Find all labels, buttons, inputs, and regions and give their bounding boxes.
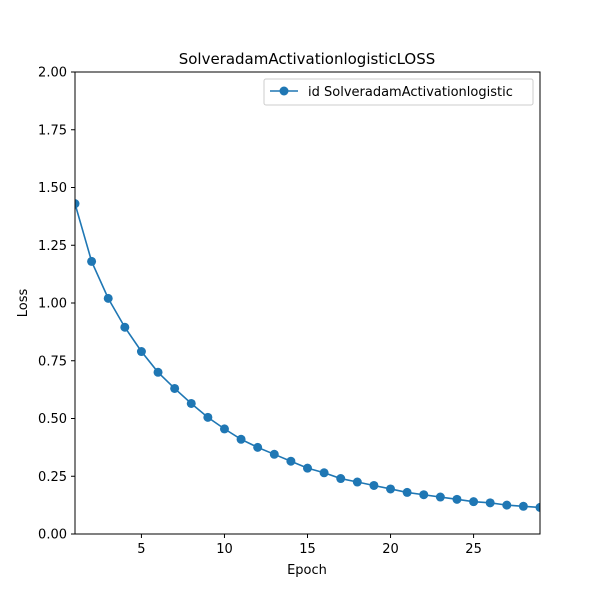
data-point bbox=[269, 449, 279, 459]
data-point bbox=[369, 480, 379, 490]
y-tick-label: 0.75 bbox=[38, 354, 67, 369]
x-tick-label: 25 bbox=[465, 542, 482, 557]
data-point bbox=[535, 502, 540, 512]
y-axis-label: Loss bbox=[16, 289, 31, 318]
data-point bbox=[236, 434, 246, 444]
data-point bbox=[352, 477, 362, 487]
chart-title: SolveradamActivationlogisticLOSS bbox=[179, 50, 436, 68]
data-point bbox=[419, 490, 429, 500]
legend-box bbox=[263, 78, 534, 106]
data-point bbox=[386, 484, 396, 494]
legend-series-marker bbox=[279, 86, 289, 96]
y-tick-label: 0.00 bbox=[38, 528, 67, 543]
data-point bbox=[402, 487, 412, 497]
data-point bbox=[435, 492, 445, 502]
data-point bbox=[253, 442, 263, 452]
data-point bbox=[485, 498, 495, 508]
data-point bbox=[469, 497, 479, 507]
data-point bbox=[103, 293, 113, 303]
legend-series-label: id SolveradamActivationlogistic bbox=[308, 85, 513, 100]
x-axis-label: Epoch bbox=[287, 563, 327, 578]
legend: id SolveradamActivationlogistic bbox=[263, 78, 534, 106]
plot-area bbox=[75, 199, 540, 512]
data-point bbox=[153, 367, 163, 377]
data-point bbox=[136, 347, 146, 357]
data-point bbox=[87, 256, 97, 266]
x-tick-label: 10 bbox=[216, 542, 233, 557]
data-point bbox=[120, 322, 130, 332]
data-point bbox=[170, 383, 180, 393]
y-tick-label: 1.75 bbox=[38, 123, 67, 138]
x-tick-label: 5 bbox=[137, 542, 145, 557]
series-0 bbox=[75, 199, 540, 512]
y-axis: 0.00 0.25 0.50 0.75 1.00 1.25 1.50 1.75 2.00 bbox=[38, 66, 75, 543]
data-point bbox=[286, 456, 296, 466]
data-point bbox=[319, 468, 329, 478]
data-point bbox=[518, 501, 528, 511]
x-tick-label: 20 bbox=[382, 542, 399, 557]
series-line bbox=[75, 203, 540, 509]
data-point bbox=[452, 494, 462, 504]
y-tick-label: 1.00 bbox=[38, 297, 67, 312]
x-tick-label: 15 bbox=[299, 542, 316, 557]
data-point bbox=[303, 463, 312, 473]
y-tick-label: 1.50 bbox=[38, 181, 67, 196]
y-tick-label: 1.25 bbox=[38, 239, 67, 254]
data-point bbox=[186, 398, 196, 408]
data-point bbox=[75, 199, 80, 209]
data-point bbox=[219, 424, 229, 434]
y-tick-label: 2.00 bbox=[38, 66, 67, 81]
data-point bbox=[502, 500, 512, 510]
data-point bbox=[336, 474, 346, 484]
x-axis: 5 10 15 20 25 bbox=[137, 534, 482, 557]
data-point bbox=[203, 412, 213, 422]
y-tick-label: 0.50 bbox=[38, 412, 67, 427]
y-tick-label: 0.25 bbox=[38, 470, 67, 485]
